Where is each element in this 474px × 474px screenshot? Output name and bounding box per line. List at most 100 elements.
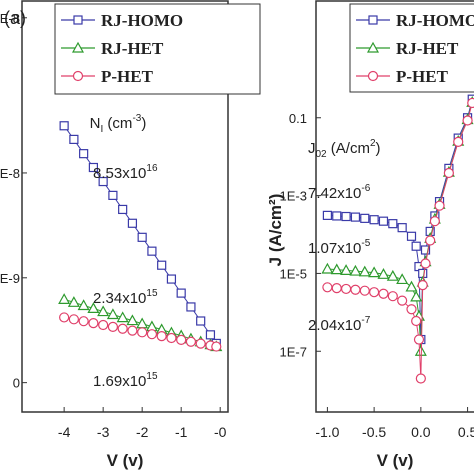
series-line — [327, 99, 473, 340]
marker-square — [397, 223, 407, 233]
marker-square — [368, 15, 378, 25]
marker-circle — [98, 319, 109, 331]
annotation: 7.42x10-6 — [308, 183, 371, 202]
marker-square — [98, 176, 108, 187]
marker-square — [186, 302, 196, 312]
annotation: 8.53x1016 — [93, 163, 158, 182]
marker-square — [332, 211, 342, 221]
marker-square — [166, 274, 177, 284]
marker-circle — [340, 283, 352, 295]
marker-triangle — [368, 266, 381, 278]
marker-square — [157, 260, 167, 270]
legend-label: RJ-HET — [396, 39, 459, 58]
annotation: 1.07x10-5 — [308, 238, 371, 257]
annotation-sup: 2 — [370, 138, 376, 149]
x-tick-label: 0.5 — [458, 424, 474, 440]
marker-circle — [59, 312, 70, 323]
marker-square — [127, 218, 138, 228]
legend-label: P-HET — [101, 67, 154, 86]
marker-square — [69, 134, 79, 144]
annotation-text: 2.04x10 — [308, 317, 361, 334]
plot-frame — [21, 0, 229, 413]
marker-square — [108, 190, 118, 200]
marker-square — [406, 231, 417, 241]
marker-triangle — [58, 293, 71, 304]
marker-circle — [413, 334, 425, 345]
annotation-sub: I — [100, 124, 103, 135]
marker-circle — [359, 285, 370, 296]
marker-circle — [462, 115, 473, 126]
marker-circle — [322, 282, 333, 293]
marker-triangle — [67, 296, 80, 307]
marker-circle — [166, 332, 177, 344]
marker-triangle — [358, 265, 371, 277]
marker-square — [360, 213, 370, 223]
annotation-text: J — [308, 140, 316, 157]
marker-circle — [350, 284, 361, 295]
x-tick-label: -1.0 — [315, 424, 339, 440]
marker-square — [137, 232, 147, 242]
annotation-text: 7.42x10 — [308, 185, 361, 202]
annotation-text: ) — [376, 140, 381, 157]
plot-area — [58, 121, 223, 352]
x-tick-label: -4 — [58, 424, 71, 440]
marker-square — [350, 212, 361, 222]
marker-square — [79, 149, 89, 159]
marker-triangle — [349, 264, 362, 276]
marker-circle — [117, 323, 128, 334]
legend-label: P-HET — [396, 67, 449, 86]
marker-square — [118, 204, 128, 215]
marker-circle — [429, 216, 440, 227]
plot-area — [321, 94, 474, 384]
annotation: 2.04x10-7 — [308, 315, 371, 334]
y-tick-label: 0 — [13, 376, 20, 391]
marker-circle — [467, 97, 474, 109]
annotation-sup: -5 — [361, 238, 370, 249]
marker-circle — [211, 341, 222, 352]
marker-circle — [367, 70, 379, 82]
marker-triangle — [97, 305, 110, 317]
marker-square — [88, 162, 98, 173]
marker-circle — [176, 334, 187, 345]
marker-triangle — [330, 263, 343, 275]
annotation-sup: -7 — [361, 315, 370, 326]
marker-triangle — [136, 317, 149, 329]
y-tick-label: 0.1 — [289, 111, 307, 126]
annotation-sup: -3 — [132, 113, 141, 124]
marker-square — [59, 121, 69, 131]
marker-circle — [107, 321, 119, 332]
x-axis-label: V (v) — [107, 451, 144, 470]
marker-square — [420, 245, 431, 255]
legend-box — [54, 3, 261, 95]
annotation-sup: 15 — [146, 371, 158, 382]
marker-circle — [146, 329, 158, 340]
marker-circle — [78, 316, 89, 327]
x-axis-label: V (v) — [377, 451, 414, 470]
marker-circle — [331, 282, 342, 294]
marker-circle — [369, 287, 380, 298]
marker-triangle — [340, 264, 353, 275]
marker-circle — [127, 325, 138, 336]
marker-triangle — [87, 302, 100, 314]
marker-circle — [397, 295, 408, 306]
annotation-sup: 16 — [146, 163, 158, 174]
x-tick-label: -2 — [136, 424, 149, 440]
marker-triangle — [126, 314, 139, 326]
marker-square — [369, 215, 379, 225]
annotation: 2.34x1015 — [93, 288, 158, 307]
legend-label: RJ-HET — [101, 39, 164, 58]
marker-circle — [411, 315, 422, 327]
marker-square — [411, 241, 421, 251]
marker-triangle — [116, 311, 129, 323]
plot-frame — [315, 0, 474, 413]
x-tick-label: -1 — [175, 424, 188, 440]
marker-circle — [195, 338, 206, 349]
marker-circle — [88, 317, 99, 329]
y-axis-label: J (A/cm²) — [266, 194, 285, 267]
marker-square — [147, 246, 157, 256]
marker-circle — [387, 291, 398, 302]
marker-square — [196, 316, 206, 326]
annotation-text: (cm — [103, 115, 132, 132]
marker-circle — [185, 336, 197, 347]
annotation: NI (cm-3) — [90, 113, 147, 135]
